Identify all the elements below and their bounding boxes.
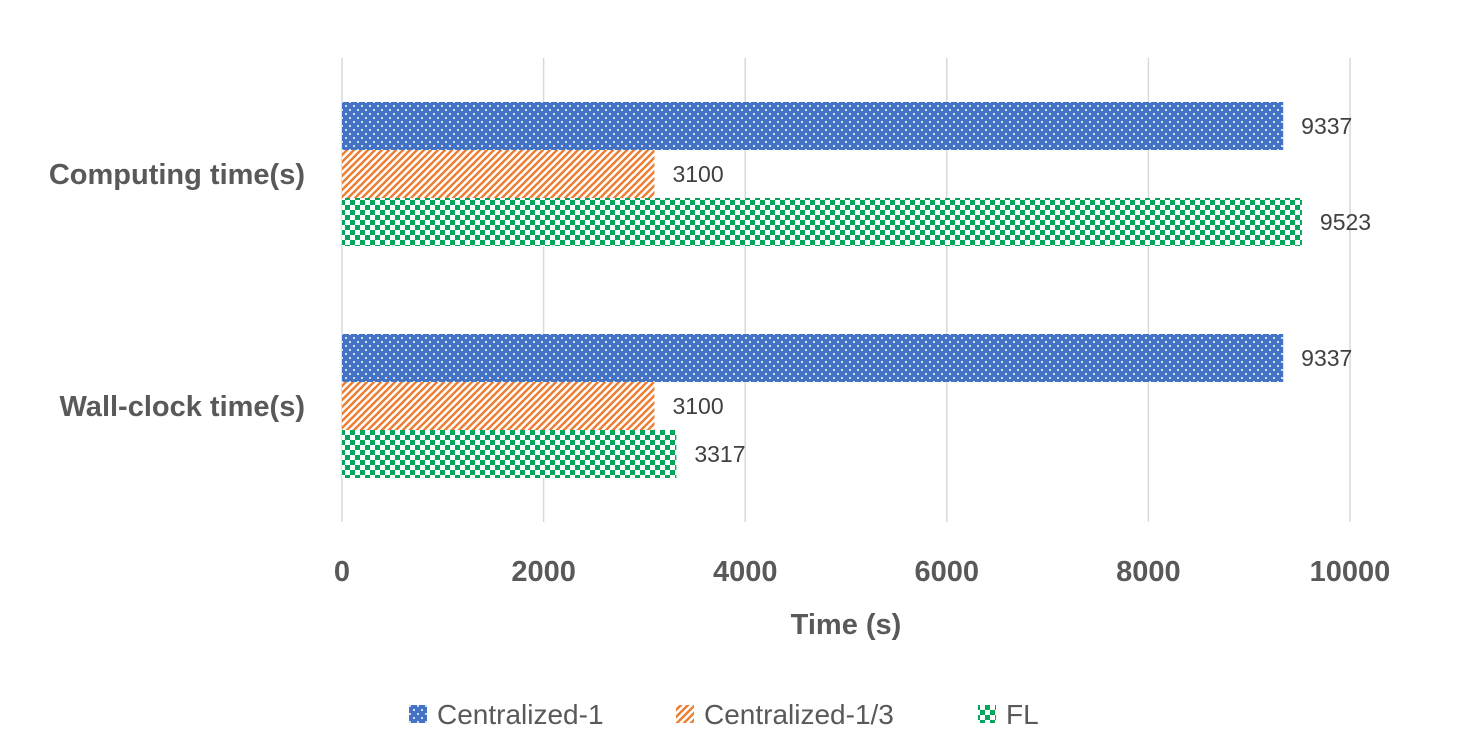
data-label: 3100 <box>672 393 723 419</box>
x-tick-label: 0 <box>334 556 350 588</box>
x-tick-label: 2000 <box>511 556 576 588</box>
bar <box>342 382 655 430</box>
bar <box>342 102 1284 150</box>
bar <box>342 430 677 478</box>
x-tick-label: 4000 <box>713 556 778 588</box>
legend-label: FL <box>1006 699 1039 730</box>
x-axis-title: Time (s) <box>791 609 902 641</box>
data-labels: 9337 3100 9523 9337 3100 3317 <box>672 113 1371 467</box>
data-label: 9337 <box>1301 345 1352 371</box>
bars <box>342 102 1302 478</box>
data-label: 3100 <box>672 161 723 187</box>
category-label: Computing time(s) <box>49 159 305 191</box>
legend-swatch <box>978 705 996 723</box>
category-label: Wall-clock time(s) <box>60 391 305 423</box>
x-tick-label: 6000 <box>915 556 980 588</box>
legend-label: Centralized-1 <box>437 699 604 730</box>
x-tick-label: 8000 <box>1116 556 1181 588</box>
data-label: 9523 <box>1320 209 1371 235</box>
bar <box>342 334 1284 382</box>
x-tick-label: 10000 <box>1310 556 1391 588</box>
data-label: 3317 <box>694 441 745 467</box>
legend: Centralized-1 Centralized-1/3 FL <box>409 699 1039 730</box>
x-axis-ticks: 0 2000 4000 6000 8000 10000 <box>334 556 1390 588</box>
data-label: 9337 <box>1301 113 1352 139</box>
legend-swatch <box>409 705 427 723</box>
bar <box>342 150 655 198</box>
bar <box>342 198 1302 246</box>
legend-label: Centralized-1/3 <box>704 699 894 730</box>
legend-swatch <box>676 705 694 723</box>
category-labels: Computing time(s) Wall-clock time(s) <box>49 159 305 423</box>
